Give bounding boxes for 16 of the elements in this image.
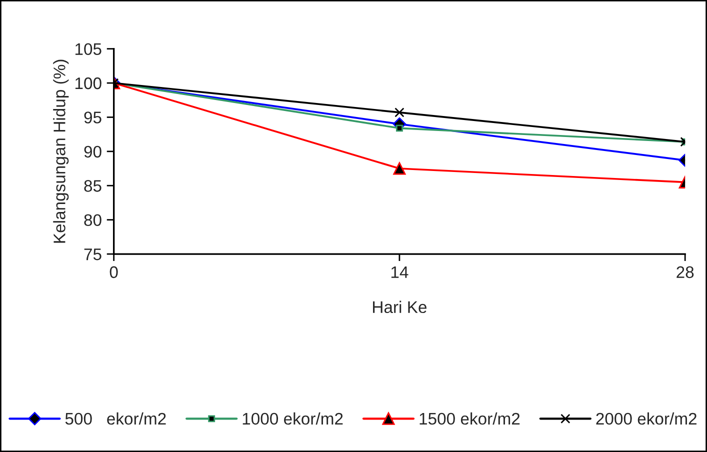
legend-label: 500 ekor/m2: [65, 412, 166, 425]
x-tick-label: 14: [391, 266, 408, 278]
legend-label: 1500 ekor/m2: [420, 412, 520, 425]
x-axis-title: Hari Ke: [373, 300, 427, 314]
y-tick-label: 95: [84, 112, 102, 124]
y-axis-title: Kelangsungan Hidup (%): [53, 60, 69, 243]
legend-label: 2000 ekor/m2: [596, 412, 696, 425]
y-tick-label: 100: [75, 77, 102, 90]
y-tick-label: 90: [84, 146, 102, 158]
y-tick-label: 105: [75, 43, 102, 56]
legend-label: 1000 ekor/m2: [242, 412, 343, 425]
x-tick-label: 0: [110, 266, 118, 278]
y-tick-label: 80: [84, 214, 102, 226]
y-tick-label: 85: [84, 180, 102, 192]
x-tick-label: 28: [676, 266, 694, 278]
y-tick-label: 75: [84, 248, 102, 260]
